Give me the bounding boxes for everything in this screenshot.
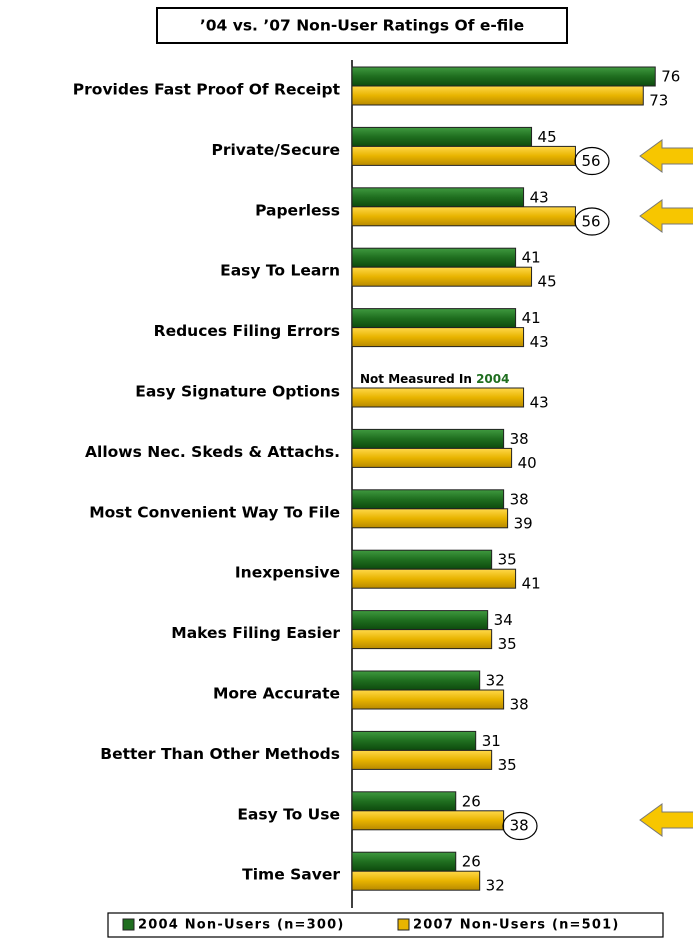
value-label: 40 [518,454,537,472]
highlight-circle [574,146,610,176]
bar [351,145,576,166]
bar [351,308,517,329]
bar [351,266,533,287]
value-label: 31 [482,732,501,750]
category-label: Makes Filing Easier [171,624,340,642]
bars [351,66,656,891]
bar [351,187,525,208]
title-box [156,7,568,44]
legend-swatch [122,918,135,931]
category-label: More Accurate [213,685,340,703]
bar [351,447,513,468]
bar [351,870,481,891]
category-label: Private/Secure [211,141,340,159]
bar [351,489,505,510]
category-label: Easy To Learn [220,262,340,280]
value-label: 32 [486,877,505,895]
bar [351,810,505,831]
bar [351,568,517,589]
bar [351,749,493,770]
annotation-part: 2004 [476,372,509,386]
value-label: 38 [510,490,529,508]
category-label: Most Convenient Way To File [89,503,340,521]
value-label: 38 [510,430,529,448]
category-label: Better Than Other Methods [100,745,340,763]
bar [351,126,533,147]
bar [351,85,644,106]
value-label: 56 [581,212,600,230]
bar [351,629,493,650]
value-label: 76 [661,68,680,86]
bar [351,730,477,751]
value-label: 41 [522,249,541,267]
value-label: 43 [530,333,549,351]
bar [351,327,525,348]
bar [351,549,493,570]
value-label: 45 [538,128,557,146]
bar [351,610,489,631]
legend-box [107,912,664,938]
bar [351,791,457,812]
bar [351,670,481,691]
bar [351,428,505,449]
value-label: 43 [530,188,549,206]
bar [351,851,457,872]
value-label: 39 [514,514,533,532]
category-label: Inexpensive [235,564,340,582]
value-label: 41 [522,575,541,593]
category-label: Allows Nec. Skeds & Attachs. [85,443,340,461]
category-label: Paperless [255,201,340,219]
value-label: 35 [498,756,517,774]
bar [351,247,517,268]
highlight-arrow [639,803,693,837]
category-label: Reduces Filing Errors [154,322,340,340]
value-label: 41 [522,309,541,327]
category-label: Time Saver [242,866,340,884]
value-label: 45 [538,273,557,291]
value-label: 38 [510,696,529,714]
highlight-arrow [639,139,693,173]
category-label: Easy Signature Options [135,383,340,401]
value-label: 56 [581,152,600,170]
category-label: Easy To Use [237,805,340,823]
highlight-circle [502,811,538,841]
annotation-part: Not Measured In [360,372,476,386]
legend-label: 2007 Non-Users (n=501) [413,918,620,933]
bar [351,689,505,710]
value-label: 26 [462,853,481,871]
bar [351,508,509,529]
bar [351,66,656,87]
legend-label: 2004 Non-Users (n=300) [138,918,345,933]
legend-swatch [397,918,410,931]
value-label: 26 [462,792,481,810]
bar [351,206,576,227]
value-label: 32 [486,672,505,690]
value-label: 73 [649,92,668,110]
annotation: Not Measured In 2004 [360,372,509,386]
highlight-arrow [639,199,693,233]
highlight-circle [574,207,610,236]
value-label: 35 [498,635,517,653]
value-label: 34 [494,611,513,629]
value-label: 43 [530,394,549,412]
category-label: Provides Fast Proof Of Receipt [73,81,341,99]
bar [351,387,525,408]
chart-title: ’04 vs. ’07 Non-User Ratings Of e-file [200,17,524,35]
value-label: 38 [510,816,529,834]
value-label: 35 [498,551,517,569]
